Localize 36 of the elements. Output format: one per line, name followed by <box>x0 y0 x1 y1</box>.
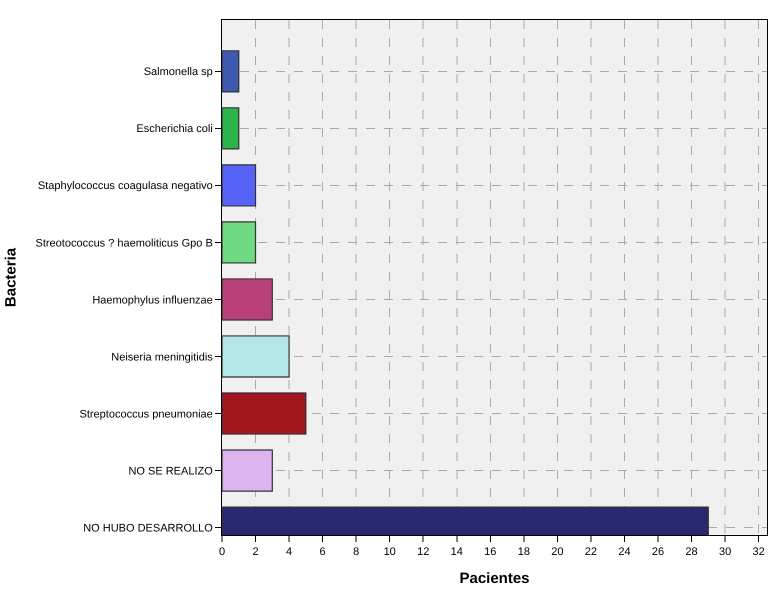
x-tick-label: 14 <box>450 546 463 558</box>
bar <box>222 335 290 378</box>
x-tick-label: 10 <box>384 546 396 558</box>
y-tick-label: Neiseria meningitidis <box>111 351 214 364</box>
x-tick-label: 32 <box>752 546 765 558</box>
y-tick-label: Haemophylus influenzae <box>92 294 213 306</box>
bar <box>222 278 273 321</box>
y-tick-label: NO HUBO DESARROLLO <box>83 522 214 534</box>
x-tick-label: 20 <box>551 546 564 558</box>
bar <box>222 221 256 264</box>
y-tick-label: NO SE REALIZO <box>128 465 214 478</box>
x-tick-label: 12 <box>417 546 430 558</box>
x-tick-label: 18 <box>518 546 530 558</box>
x-tick-label: 26 <box>652 546 664 558</box>
x-axis-title: Pacientes <box>459 570 530 588</box>
x-tick-label: 22 <box>584 546 598 558</box>
y-tick-label: Streptococcus pneumoniae <box>79 408 213 420</box>
bar <box>222 164 256 207</box>
y-tick-label: Escherichia coli <box>136 123 213 136</box>
bar <box>222 50 240 92</box>
bar <box>222 107 240 150</box>
bar <box>222 392 306 435</box>
x-tick-label: 6 <box>320 546 326 558</box>
x-tick-label: 30 <box>718 546 732 558</box>
x-tick-label: 2 <box>252 546 259 558</box>
y-axis-title: Bacteria <box>2 247 20 308</box>
x-tick-label: 16 <box>484 546 496 558</box>
y-tick-label: Streotococcus ? haemoliticus Gpo B <box>35 237 213 250</box>
y-tick-label: Staphylococcus coagulasa negativo <box>38 180 213 192</box>
x-tick-label: 28 <box>685 546 698 558</box>
x-tick-label: 8 <box>353 546 360 558</box>
y-tick-label: Salmonella sp <box>144 66 213 78</box>
x-tick-label: 0 <box>218 546 226 558</box>
x-tick-label: 4 <box>286 546 292 558</box>
x-tick-label: 24 <box>618 546 631 558</box>
bar <box>222 449 273 492</box>
